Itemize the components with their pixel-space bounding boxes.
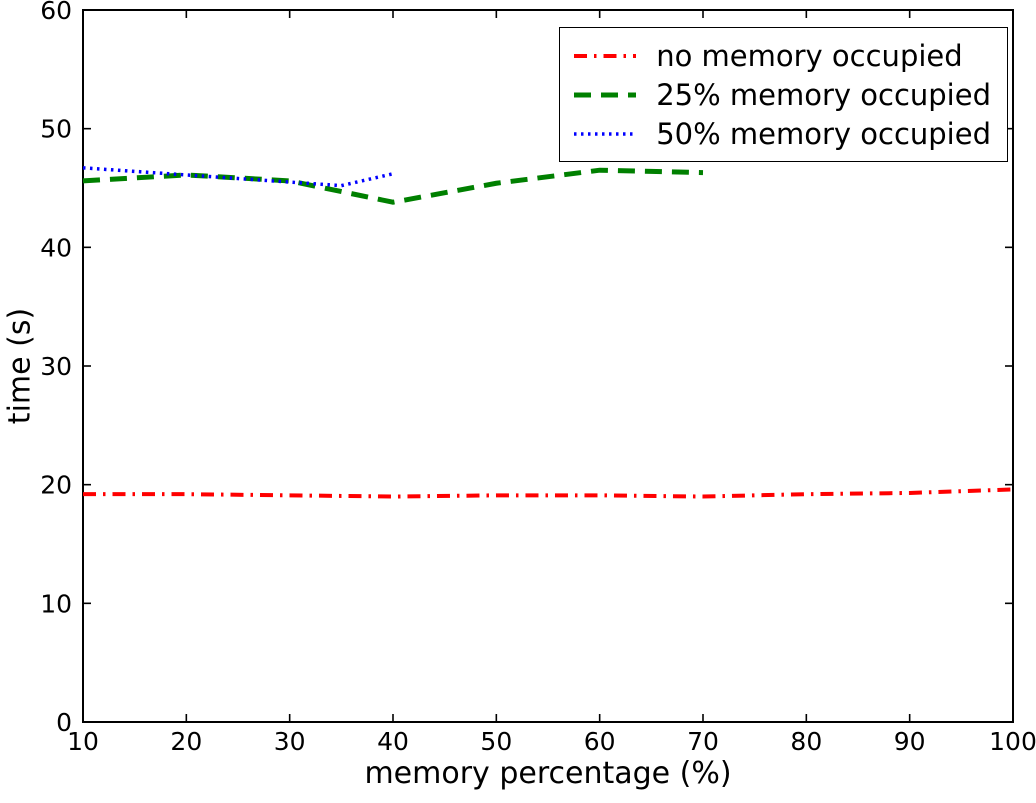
y-tick-label: 20 [40, 471, 72, 500]
y-tick-label: 30 [40, 352, 72, 381]
x-tick-label: 80 [790, 727, 822, 756]
x-tick-label: 100 [989, 727, 1036, 756]
legend-line-sample [574, 53, 637, 58]
series-line-dotted [82, 166, 394, 188]
x-tick-label: 70 [687, 727, 719, 756]
x-tick-label: 40 [377, 727, 409, 756]
x-tick-label: 20 [170, 727, 202, 756]
legend-label: 50% memory occupied [656, 116, 991, 151]
x-axis-label: memory percentage (%) [364, 756, 732, 791]
legend-label: no memory occupied [656, 38, 963, 73]
legend-item: 25% memory occupied [572, 75, 991, 114]
legend-line-sample [574, 92, 637, 97]
series-line-dash-dot [83, 487, 1014, 499]
y-axis-label: time (s) [2, 307, 38, 425]
legend-label: 25% memory occupied [656, 77, 991, 112]
series-line-dashed [82, 167, 704, 205]
y-tick-label: 50 [40, 115, 72, 144]
x-tick-label: 30 [274, 727, 306, 756]
y-tick-label: 0 [56, 708, 72, 737]
legend-item: 50% memory occupied [572, 114, 991, 153]
x-tick-label: 50 [480, 727, 512, 756]
legend-line-sample [574, 131, 637, 136]
legend: no memory occupied 25% memory occupied 50%… [559, 27, 1008, 162]
legend-item: no memory occupied [572, 36, 991, 75]
y-tick-label: 40 [40, 233, 72, 262]
y-tick-label: 10 [40, 589, 72, 618]
y-tick-label: 60 [40, 0, 72, 25]
x-tick-label: 90 [894, 727, 926, 756]
x-tick-label: 10 [67, 727, 99, 756]
x-tick-label: 60 [584, 727, 616, 756]
